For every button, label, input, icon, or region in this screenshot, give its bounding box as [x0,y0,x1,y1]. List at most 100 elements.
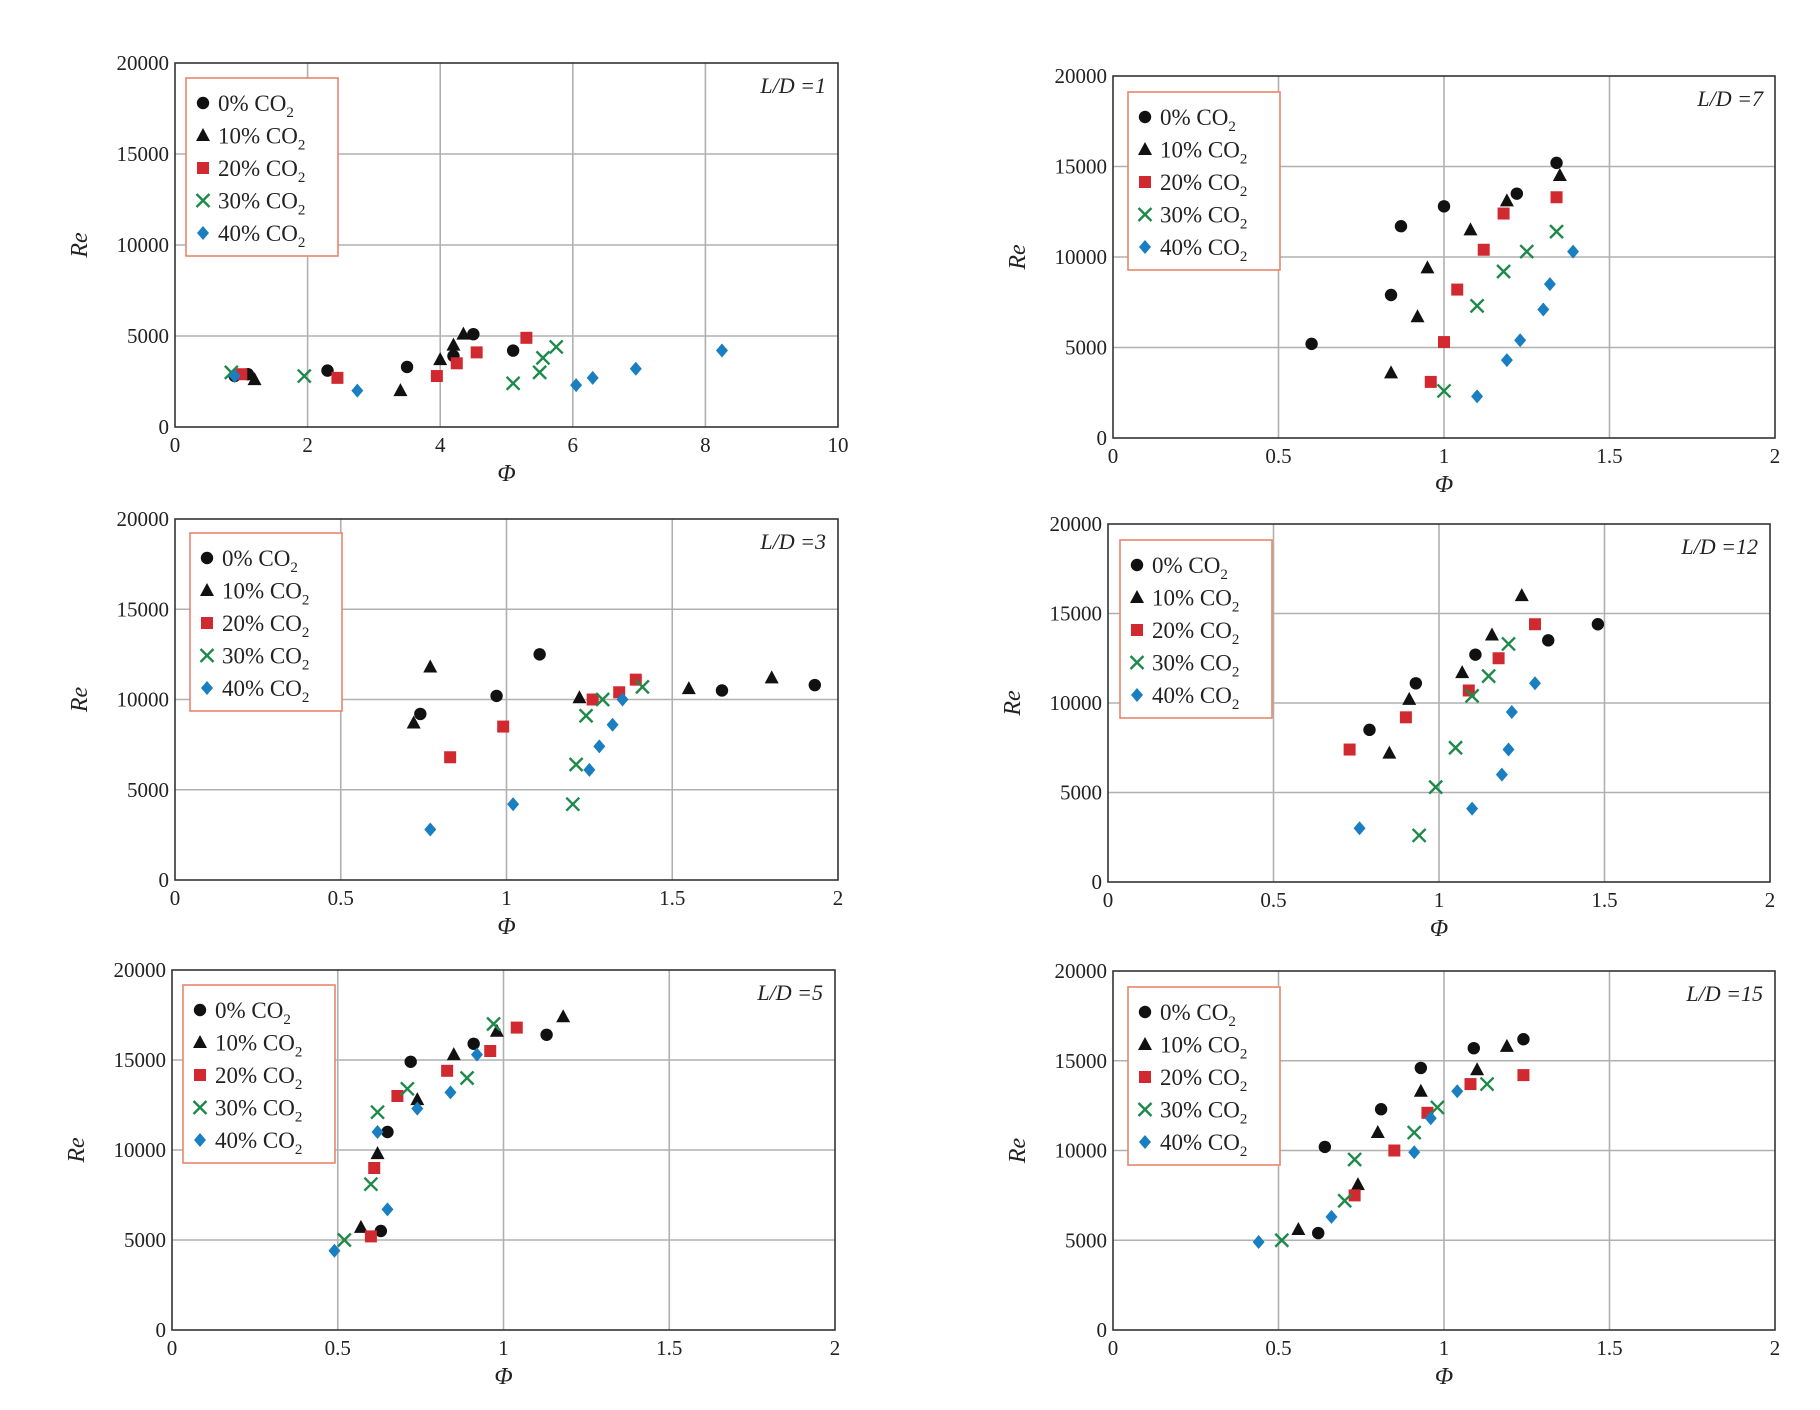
y-tick-label: 5000 [1060,781,1102,805]
data-point [808,678,821,692]
x-axis-label: Φ [497,914,515,940]
x-tick-label: 0.5 [1265,444,1291,468]
data-point [606,717,619,732]
panel-title: L/D =5 [756,980,823,1005]
data-point [411,1101,424,1116]
data-point [414,707,427,721]
x-tick-label: 0 [1108,1336,1119,1360]
data-point [556,1009,571,1023]
data-point [1274,1232,1290,1248]
data-point [467,327,480,341]
plot-frame [1107,523,1771,883]
legend-box [182,984,336,1164]
data-point [505,375,521,391]
data-point [715,343,728,358]
data-point [616,692,629,707]
data-point [1437,200,1451,213]
data-point [371,1125,384,1139]
data-point [715,684,729,697]
data-point [1479,1076,1495,1092]
legend-marker [201,617,213,629]
x-tick-label: 1 [498,1336,509,1360]
data-point [1363,723,1376,737]
data-point [1463,222,1478,236]
legend-box [185,77,339,257]
y-tick-label: 15000 [1055,1049,1108,1073]
data-point [1455,665,1470,679]
data-point [565,796,581,812]
data-point [489,1023,504,1037]
data-point [533,648,546,661]
data-point [441,1064,454,1077]
x-axis-label: Φ [497,461,515,487]
legend-marker [1129,655,1145,670]
data-point [410,1092,425,1106]
data-point [1499,1038,1514,1052]
x-axis-label: Φ [1435,1364,1453,1390]
legend-marker [1139,176,1151,188]
y-tick-label: 10000 [114,1138,167,1162]
data-point [1510,187,1524,200]
plot-frame [174,518,839,881]
data-point [1528,676,1541,691]
y-tick-label: 20000 [117,51,170,75]
data-point [1252,1235,1265,1250]
data-point [1500,353,1513,368]
legend-marker [197,226,209,240]
legend-marker [193,1035,207,1048]
data-point [1484,627,1499,641]
data-point [444,751,457,764]
plot-frame [171,969,836,1331]
y-tick-label: 5000 [1065,1228,1107,1252]
data-point [1438,336,1450,349]
data-point [1384,365,1399,379]
plot-frame [1112,970,1776,1331]
x-tick-label: 0 [1108,444,1119,468]
legend-box [1127,91,1281,271]
data-point [381,1125,394,1139]
legend-box [189,532,343,712]
x-tick-label: 1.5 [1596,1336,1622,1360]
data-point [1451,1084,1464,1099]
data-point [1436,383,1452,399]
data-point [635,679,650,695]
data-point [1413,1083,1428,1097]
y-tick-label: 5000 [124,1228,166,1252]
data-point [1374,1103,1388,1116]
x-tick-label: 2 [1765,888,1776,912]
data-point [595,692,610,707]
data-point [578,708,594,724]
data-point [1550,191,1563,204]
data-point [228,369,241,384]
data-point [1464,1078,1477,1091]
x-tick-label: 0.5 [1260,888,1286,912]
data-point [1469,298,1485,314]
data-point [404,1055,417,1069]
x-axis-label: Φ [1435,472,1453,498]
x-tick-label: 1 [1439,444,1450,468]
legend-marker [1130,558,1144,572]
y-tick-label: 5000 [1065,336,1107,360]
data-point [1528,618,1541,631]
data-point [400,1081,415,1097]
data-point [423,659,438,673]
legend-marker [194,1133,206,1147]
data-point [1347,1152,1362,1167]
x-tick-label: 0.5 [1265,1336,1291,1360]
data-point [1514,588,1529,602]
data-point [337,1232,352,1248]
data-point [1428,779,1444,795]
data-point [1567,244,1580,259]
x-tick-label: 8 [700,433,711,457]
x-tick-label: 0 [167,1336,178,1360]
y-tick-label: 20000 [1050,512,1103,536]
data-point [1477,243,1490,256]
data-point [1502,742,1515,757]
data-point [486,1016,501,1032]
y-axis-label: Re [67,686,93,713]
data-point [1495,767,1508,782]
y-tick-label: 15000 [1050,602,1103,626]
data-point [1543,277,1556,292]
